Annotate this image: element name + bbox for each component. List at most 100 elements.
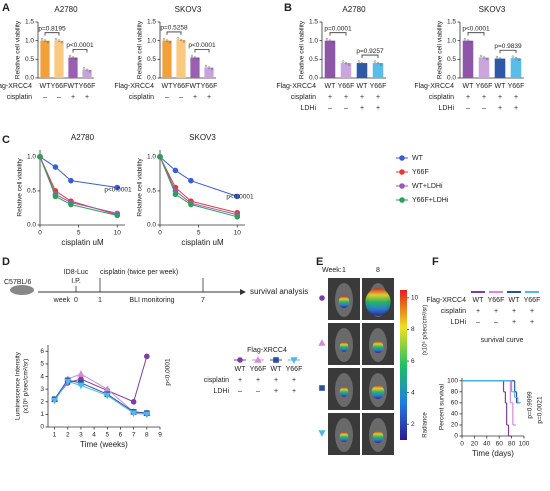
replicate-dot	[347, 63, 351, 66]
injection: ID8-Luc	[64, 269, 89, 276]
category-label: Y66F	[488, 297, 505, 304]
series-line	[159, 156, 238, 197]
colorbar-label: Radiance	[423, 412, 429, 438]
y-tick-label: 0.5	[27, 188, 36, 195]
p-value: p<0.0001	[165, 358, 172, 386]
x-axis-label: Time (days)	[472, 449, 514, 458]
week-label: Week:	[322, 267, 342, 274]
category-label: Y66F	[370, 83, 387, 90]
series-line	[159, 156, 238, 216]
condition-value: +	[494, 308, 498, 315]
caption: survival curve	[481, 337, 524, 344]
colorbar-tick-label: 2	[411, 421, 415, 428]
y-tick-label: 80	[451, 389, 459, 396]
colorbar	[400, 290, 407, 440]
data-point	[103, 392, 111, 400]
condition-label: cisplatin	[441, 308, 466, 315]
y-tick-label: 5	[40, 361, 44, 368]
p-value: p<0.0001	[66, 42, 94, 49]
p-value: p<0.0001	[104, 187, 132, 194]
legend-marker	[318, 430, 326, 437]
x-tick-label: 1	[53, 432, 57, 439]
x-tick-label: 0	[38, 230, 42, 237]
y-tick-label: 1.0	[147, 154, 156, 161]
condition-value: –	[476, 319, 480, 326]
replicate-dot	[74, 57, 78, 61]
panel-label: C	[2, 134, 10, 146]
replicate-dot	[176, 37, 180, 40]
condition-value: +	[256, 377, 260, 384]
replicate-dot	[514, 57, 518, 60]
panel-label: E	[316, 256, 323, 268]
bar	[82, 69, 92, 78]
y-axis-label: Percent survival	[439, 383, 446, 430]
condition-value: +	[498, 105, 502, 112]
y-tick-label: 6	[40, 348, 44, 355]
y-tick-label: 0.0	[309, 75, 318, 82]
p-value: p<0.0001	[462, 25, 490, 32]
x-axis-label: cisplatin uM	[61, 238, 104, 247]
legend-label: WT+LDHi	[412, 183, 443, 190]
legend-label: Y66F+LDHi	[412, 197, 449, 204]
replicate-dot	[190, 54, 194, 58]
data-point	[157, 154, 163, 160]
condition-label: LDHi	[450, 319, 466, 326]
replicate-dot	[162, 37, 166, 41]
bli-signal	[339, 342, 349, 352]
legend-category: Y66F	[286, 366, 303, 373]
week-number: 1	[98, 297, 102, 304]
significance-bracket	[499, 49, 517, 54]
chart-title: A2780	[71, 133, 95, 142]
significance-bracket	[361, 54, 379, 59]
data-point	[188, 201, 194, 208]
condition-value: +	[476, 308, 480, 315]
significance-bracket	[44, 32, 60, 36]
x-tick-label: 4	[92, 432, 96, 439]
y-axis-label: Relative cell viability	[15, 20, 22, 79]
category-label: WT	[473, 297, 485, 304]
x-tick-label: 10	[234, 230, 242, 237]
significance-bracket	[72, 49, 88, 53]
data-point	[68, 201, 74, 208]
condition-value: –	[494, 319, 498, 326]
y-axis-label: Relative cell viability	[17, 158, 24, 217]
replicate-dot	[376, 61, 380, 65]
x-tick-label: 80	[508, 441, 516, 448]
category-label: Y66F	[524, 297, 541, 304]
condition-value: +	[514, 94, 518, 101]
data-point	[37, 154, 43, 160]
y-tick-label: 1.0	[147, 37, 156, 44]
y-tick-label: 1.5	[25, 19, 34, 26]
legend-marker	[399, 155, 405, 161]
condition-label: cisplatin	[429, 94, 454, 101]
p-value: p=0.5258	[160, 25, 188, 32]
condition-value: –	[256, 388, 260, 395]
panel-label: F	[432, 256, 439, 268]
y-tick-label: 60	[451, 400, 459, 407]
condition-value: –	[482, 105, 486, 112]
y-tick-label: 0.0	[147, 222, 156, 229]
bar	[510, 58, 522, 78]
condition-label: cisplatin	[291, 94, 316, 101]
bli-signal	[372, 431, 384, 443]
data-point	[77, 382, 85, 390]
category-label: Y66F	[508, 83, 525, 90]
data-point	[130, 410, 138, 417]
condition-value: +	[344, 94, 348, 101]
condition-value: +	[514, 105, 518, 112]
category-label: WT	[190, 83, 202, 90]
condition-value: +	[376, 94, 380, 101]
y-tick-label: 0.5	[147, 56, 156, 63]
legend-label: WT	[412, 155, 424, 162]
y-tick-label: 1.0	[25, 37, 34, 44]
category-label: Y66F	[338, 83, 355, 90]
replicate-dot	[331, 40, 335, 44]
chart-title: A2780	[54, 5, 78, 14]
p-value: p=0.8195	[38, 25, 66, 32]
replicate-dot	[469, 40, 473, 44]
replicate-dot	[88, 70, 92, 73]
y-tick-label: 0	[454, 433, 458, 440]
colorbar-tick-label: 4	[411, 389, 415, 396]
data-point	[188, 177, 194, 184]
